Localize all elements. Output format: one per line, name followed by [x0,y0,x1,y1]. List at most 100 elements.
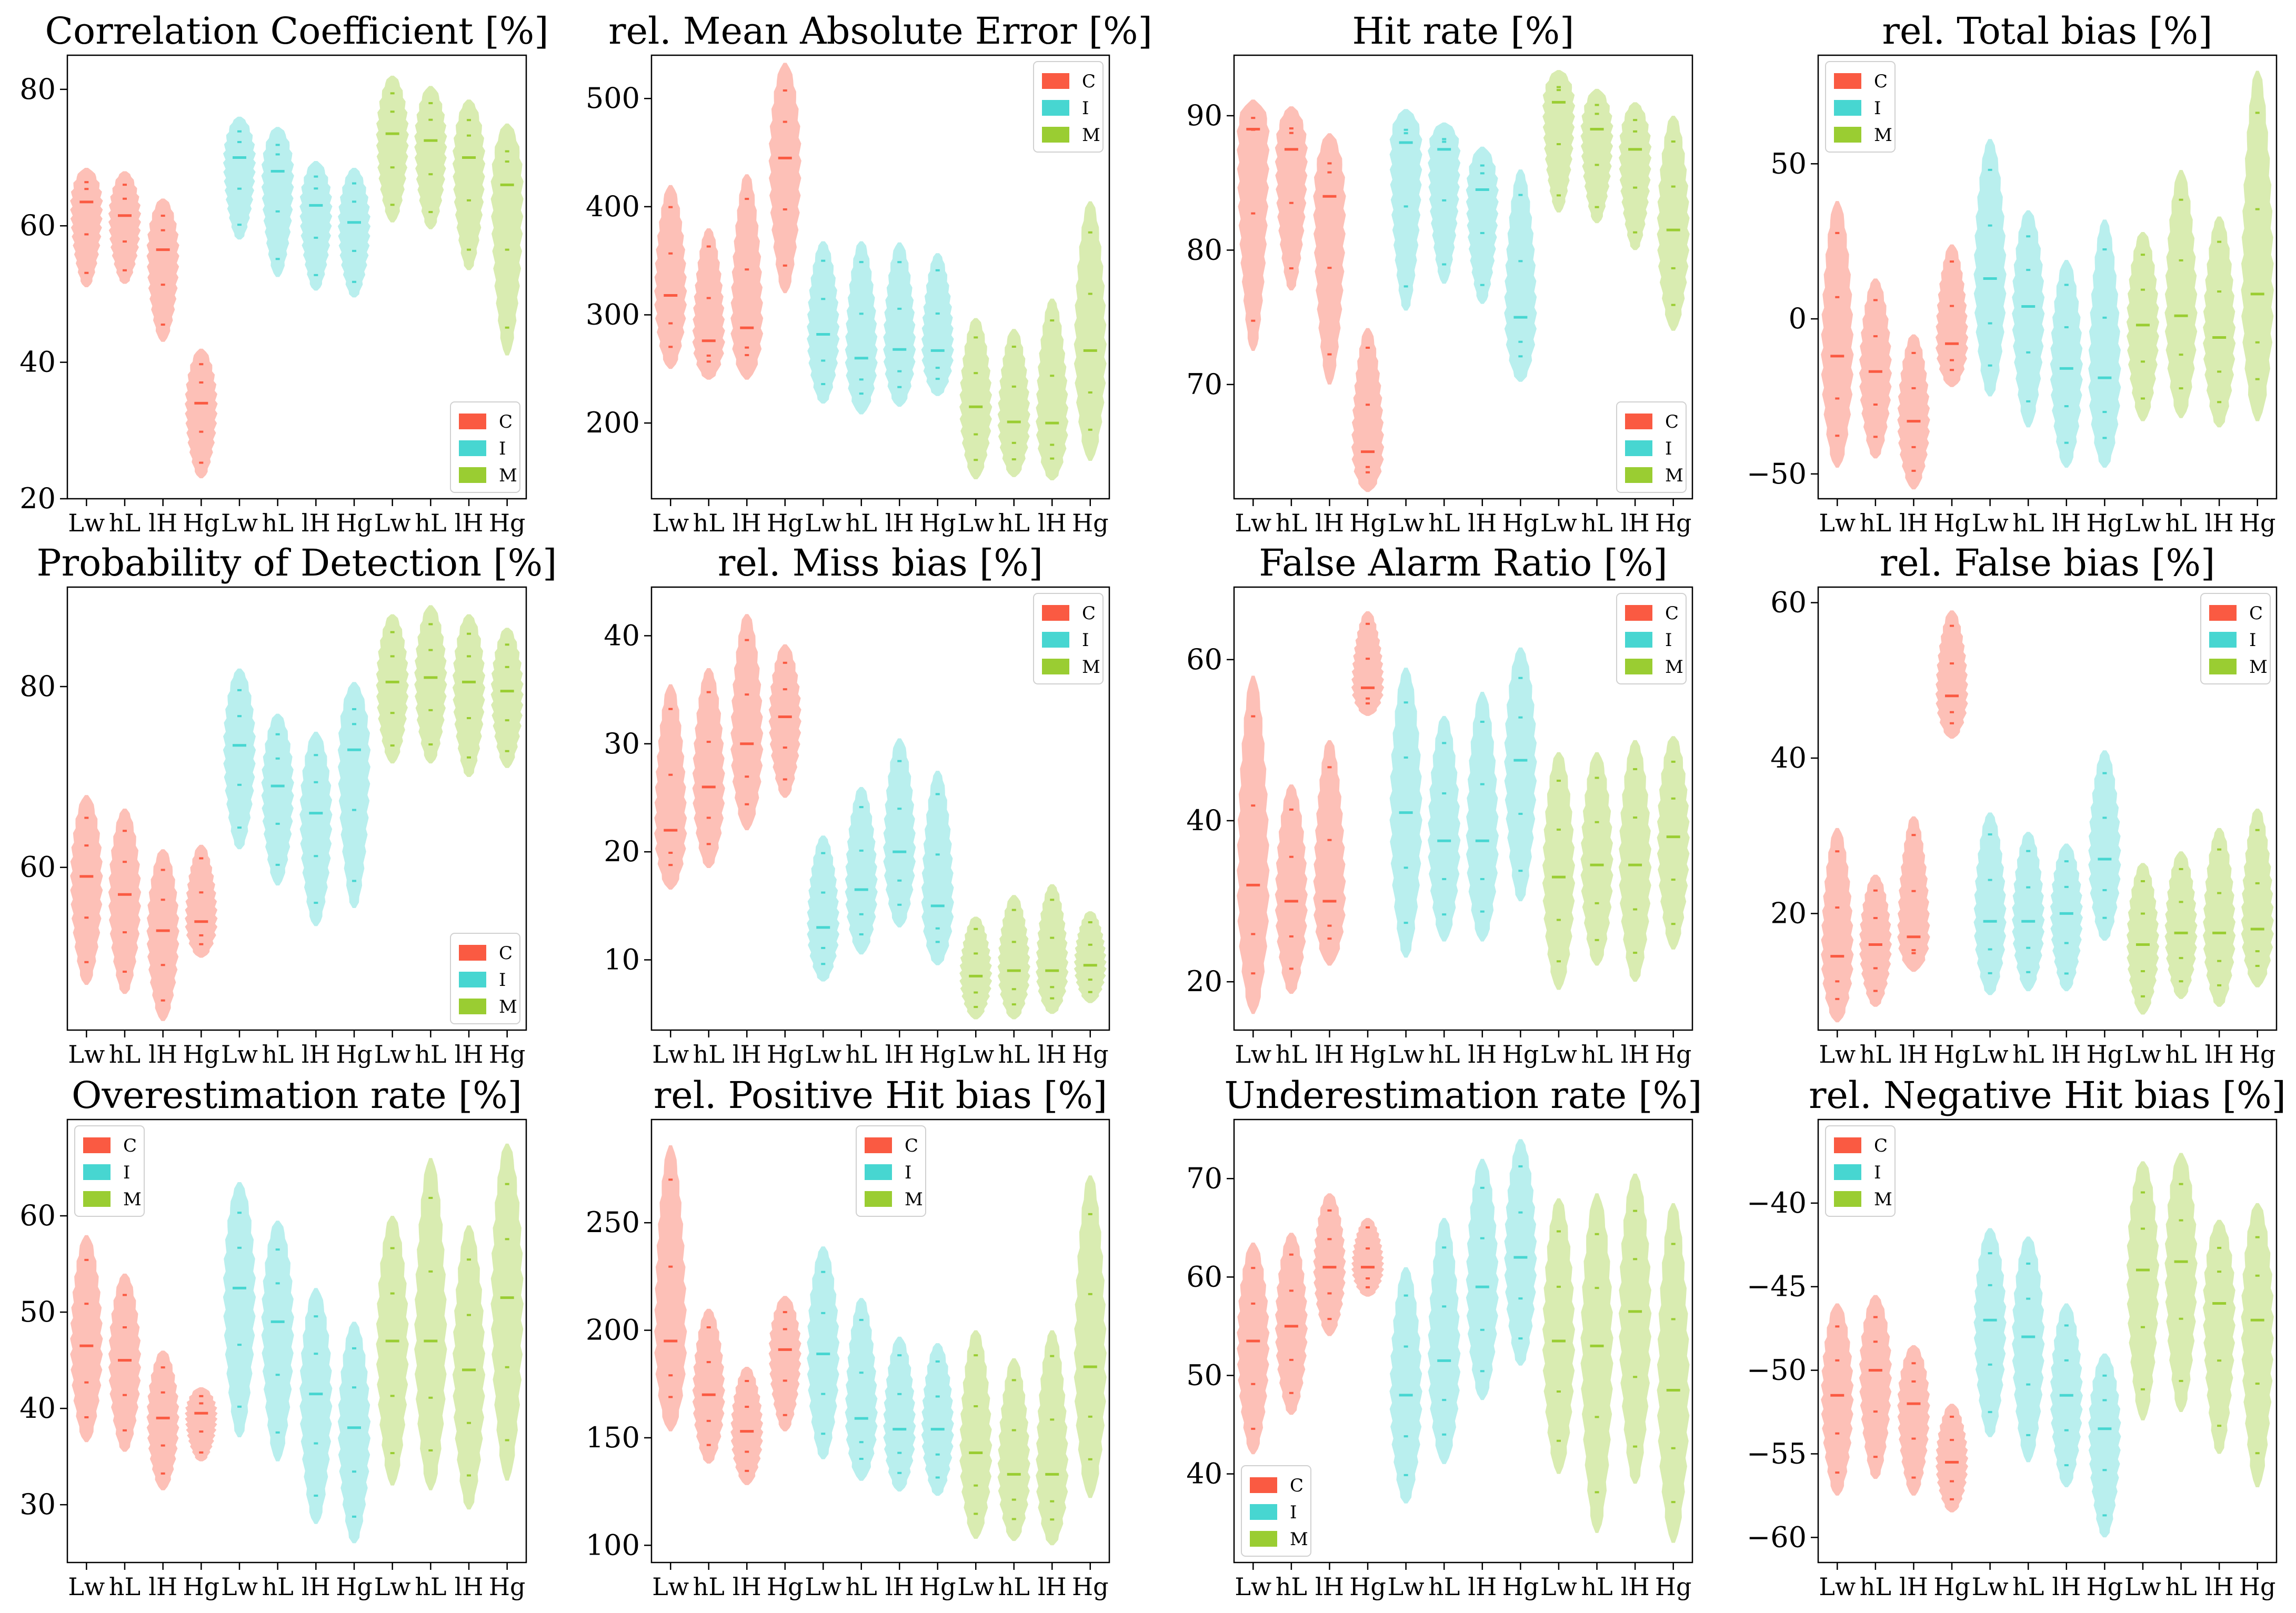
x-tick-label: hL [1581,509,1612,537]
x-tick-label: Lw [957,1040,994,1068]
x-tick-label: Hg [919,1040,956,1068]
x-tick-label: hL [1428,1572,1460,1601]
y-tick-label: 50 [1770,147,1807,180]
legend-label-C: C [1874,71,1888,92]
x-tick-label: Lw [68,1040,105,1068]
violin-hL-I [845,1298,878,1481]
violin-hL-C [1275,784,1308,994]
legend-swatch-I [2209,632,2237,648]
legend-swatch-C [1834,1137,1861,1153]
x-tick-label: lH [885,509,914,537]
y-tick-label: 60 [19,851,56,884]
x-tick-label: Hg [2239,509,2276,537]
legend-swatch-M [1834,127,1861,143]
violin-lH-C [1897,334,1930,490]
x-tick-label: hL [2012,1572,2044,1601]
violin-Hg-I [337,1322,371,1544]
y-tick-label: 90 [1186,99,1222,132]
legend-label-I: I [1874,98,1881,119]
violin-Hg-C [185,348,218,479]
y-tick-label: 100 [586,1528,640,1561]
plot-frame [1233,586,1693,1031]
legend-swatch-I [1625,440,1652,456]
legend: CIM [450,933,520,1024]
y-tick-label: −50 [1747,457,1807,490]
x-tick-label: hL [2165,1572,2197,1601]
legend: CIM [1825,1125,1896,1217]
violin-Hg-M [1657,736,1690,950]
violin-lH-C [1897,816,1930,972]
violin-hL-C [692,668,725,868]
violin-Lw-M [2126,1161,2160,1420]
violin-Lw-I [807,241,840,404]
violin-Lw-M [376,614,409,764]
legend-swatch-I [865,1164,892,1180]
x-tick-label: Hg [919,1572,956,1601]
violin-hL-C [108,1273,142,1452]
x-tick-label: Hg [1502,509,1539,537]
violin-Hg-C [768,63,801,294]
violin-Hg-M [1074,201,1107,461]
violin-hL-I [1428,1218,1461,1464]
x-tick-label: Lw [221,1572,258,1601]
violin-lH-C [1313,1193,1346,1336]
violin-Hg-C [1935,610,1969,739]
legend-label-I: I [905,1162,911,1183]
violin-Hg-C [1935,244,1969,387]
panel-title: rel. Negative Hit bias [%] [1809,1074,2286,1117]
x-tick-label: lH [1038,1572,1067,1601]
x-tick-label: Lw [1972,1572,2009,1601]
violin-lH-M [1619,102,1652,250]
x-tick-label: lH [148,1040,177,1068]
violin-Lw-M [376,1216,409,1486]
x-tick-label: hL [998,1572,1030,1601]
violin-Lw-I [1973,139,2007,397]
panel-title: rel. Mean Absolute Error [%] [608,9,1152,53]
violin-lH-M [2202,828,2236,1007]
violin-Hg-I [2088,750,2121,941]
x-tick-label: hL [1428,509,1460,537]
y-tick-label: 40 [19,1392,56,1425]
legend-label-M: M [499,996,517,1017]
violin-lH-I [2050,843,2083,992]
violin-Hg-M [1657,1203,1690,1543]
violin-Lw-M [2126,232,2160,421]
violin-Lw-C [70,1235,103,1443]
x-tick-label: Hg [1072,1572,1109,1601]
x-tick-label: Hg [489,1572,526,1601]
violin-Hg-C [1935,1404,1969,1513]
legend-label-I: I [1082,98,1089,119]
x-tick-label: lH [148,509,177,537]
violin-lH-C [730,614,764,831]
violin-hL-C [1275,1233,1308,1415]
x-tick-label: Hg [336,509,373,537]
violin-Hg-M [1074,911,1107,1003]
panel-title: Underestimation rate [%] [1225,1074,1702,1117]
x-tick-label: hL [693,509,725,537]
y-tick-label: 20 [604,835,640,868]
x-tick-label: Hg [1655,1572,1692,1601]
legend-swatch-C [1250,1477,1277,1493]
violin-lH-I [883,738,916,928]
y-tick-label: 40 [1186,804,1222,837]
legend-label-C: C [1665,603,1679,624]
violin-hL-M [2164,170,2198,418]
y-tick-label: −45 [1747,1270,1807,1303]
violin-lH-C [730,1367,764,1485]
violin-hL-I [2012,210,2045,428]
x-tick-label: Lw [1235,509,1271,537]
y-tick-label: 10 [604,943,640,976]
plot-frame [650,1118,1110,1564]
y-tick-label: 40 [19,346,56,379]
violin-Lw-M [1542,752,1576,990]
x-tick-label: Hg [1072,1040,1109,1068]
x-tick-label: Lw [2124,1040,2161,1068]
y-tick-label: 20 [1186,965,1222,998]
x-tick-label: Hg [1502,1572,1539,1601]
violin-Lw-C [654,684,687,890]
violin-lH-M [1036,298,1069,480]
legend-swatch-C [459,945,486,961]
violin-hL-M [997,1358,1030,1541]
legend-label-I: I [2249,630,2256,651]
violin-hL-C [1859,278,1892,459]
